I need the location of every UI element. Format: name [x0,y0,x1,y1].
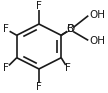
Text: O: O [67,24,75,34]
Text: F: F [65,63,71,73]
Text: F: F [3,63,9,73]
Text: F: F [3,24,9,34]
Text: F: F [36,1,42,11]
Text: OH: OH [89,36,105,46]
Text: F: F [36,82,42,92]
Text: B: B [67,24,74,34]
Text: OH: OH [89,10,105,20]
